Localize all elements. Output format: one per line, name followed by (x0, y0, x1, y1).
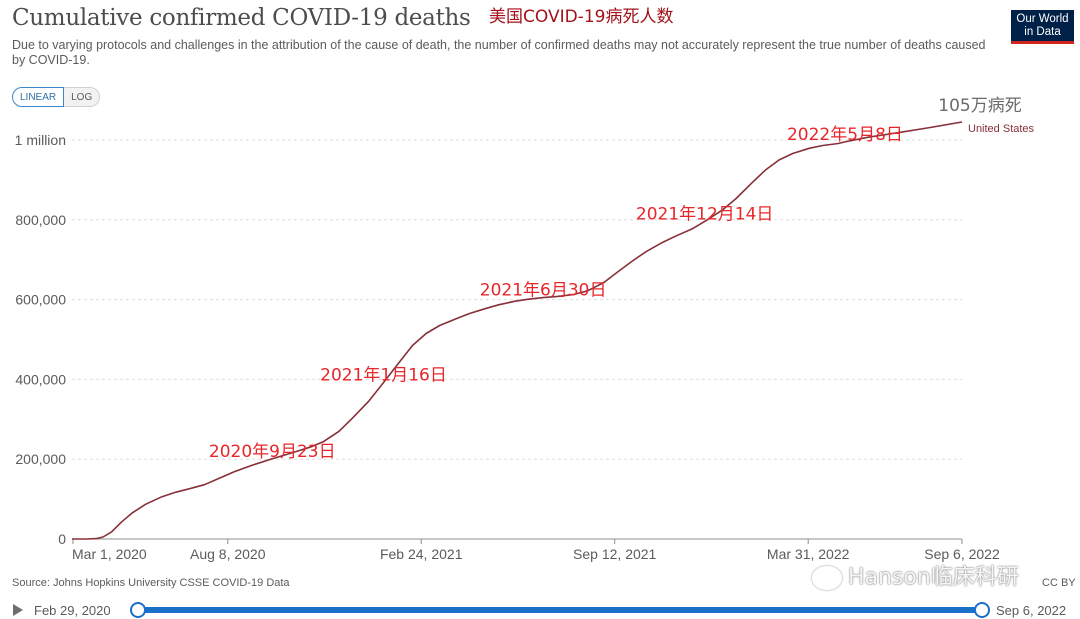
watermark-text: Hanson临床科研 (848, 565, 1019, 590)
log-scale-button[interactable]: LOG (64, 87, 101, 107)
x-tick-label-1: Aug 8, 2020 (190, 546, 266, 562)
y-tick-label-3: 600,000 (15, 292, 66, 308)
linear-scale-button[interactable]: LINEAR (12, 87, 65, 107)
timeline-track[interactable] (137, 607, 981, 613)
timeline-end-label: Sep 6, 2022 (996, 603, 1067, 618)
series-line-0 (72, 121, 963, 540)
logo-line-2: in Data (1024, 26, 1061, 38)
date-annotation-3: 2021年12月14日 (636, 204, 774, 224)
watermark: Hanson临床科研 (812, 559, 1019, 591)
chart-title: Cumulative confirmed COVID-19 deaths (12, 5, 471, 31)
x-tick-label-5: Sep 6, 2022 (924, 546, 1000, 562)
y-tick-label-1: 200,000 (15, 451, 66, 467)
date-annotation-1: 2021年1月16日 (320, 366, 447, 386)
logo-line-1: Our World (1016, 13, 1069, 25)
license-link[interactable]: CC BY (1042, 577, 1076, 589)
timeline: Feb 29, 2020 Sep 6, 2022 (0, 599, 1080, 619)
timeline-start-handle[interactable] (130, 602, 146, 618)
timeline-end-handle[interactable] (974, 602, 990, 618)
chart-subtitle: Due to varying protocols and challenges … (12, 38, 986, 67)
date-annotation-2: 2021年6月30日 (480, 281, 607, 301)
y-tick-label-0: 0 (58, 531, 66, 547)
x-tick-label-3: Sep 12, 2021 (573, 546, 657, 562)
timeline-start-label: Feb 29, 2020 (34, 603, 111, 618)
series-end-label: United States (968, 123, 1035, 135)
y-tick-label-5: 1 million (15, 132, 66, 148)
x-tick-label-0: Mar 1, 2020 (72, 546, 147, 562)
title-row: Cumulative confirmed COVID-19 deaths 美国C… (12, 5, 673, 31)
scale-toggle: LINEAR LOG (12, 87, 101, 107)
source-note[interactable]: Source: Johns Hopkins University CSSE CO… (12, 577, 290, 589)
date-annotation-0: 2020年9月23日 (209, 442, 336, 462)
y-tick-label-4: 800,000 (15, 212, 66, 228)
play-icon[interactable] (13, 604, 23, 616)
end-annotation: 105万病死 (938, 96, 1021, 116)
date-annotation-4: 2022年5月8日 (787, 125, 903, 145)
y-tick-label-2: 400,000 (15, 371, 66, 387)
owid-logo[interactable]: Our World in Data (1011, 10, 1074, 44)
wechat-icon (812, 566, 842, 590)
x-tick-label-2: Feb 24, 2021 (380, 546, 463, 562)
chart-title-cn: 美国COVID-19病死人数 (489, 7, 674, 27)
x-tick-label-4: Mar 31, 2022 (767, 546, 850, 562)
